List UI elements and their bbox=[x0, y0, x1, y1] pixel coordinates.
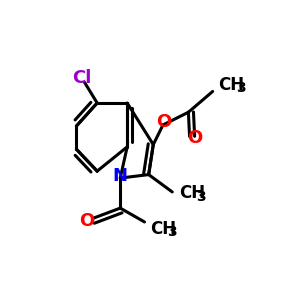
Text: O: O bbox=[79, 212, 94, 230]
Text: CH: CH bbox=[218, 76, 244, 94]
Text: O: O bbox=[187, 129, 202, 147]
Text: CH: CH bbox=[179, 184, 205, 202]
Text: CH: CH bbox=[150, 220, 176, 238]
Text: O: O bbox=[156, 113, 172, 131]
Text: Cl: Cl bbox=[73, 69, 92, 87]
Text: 3: 3 bbox=[236, 81, 245, 95]
Text: 3: 3 bbox=[168, 225, 177, 239]
Text: N: N bbox=[113, 167, 128, 185]
Text: 3: 3 bbox=[196, 190, 206, 203]
